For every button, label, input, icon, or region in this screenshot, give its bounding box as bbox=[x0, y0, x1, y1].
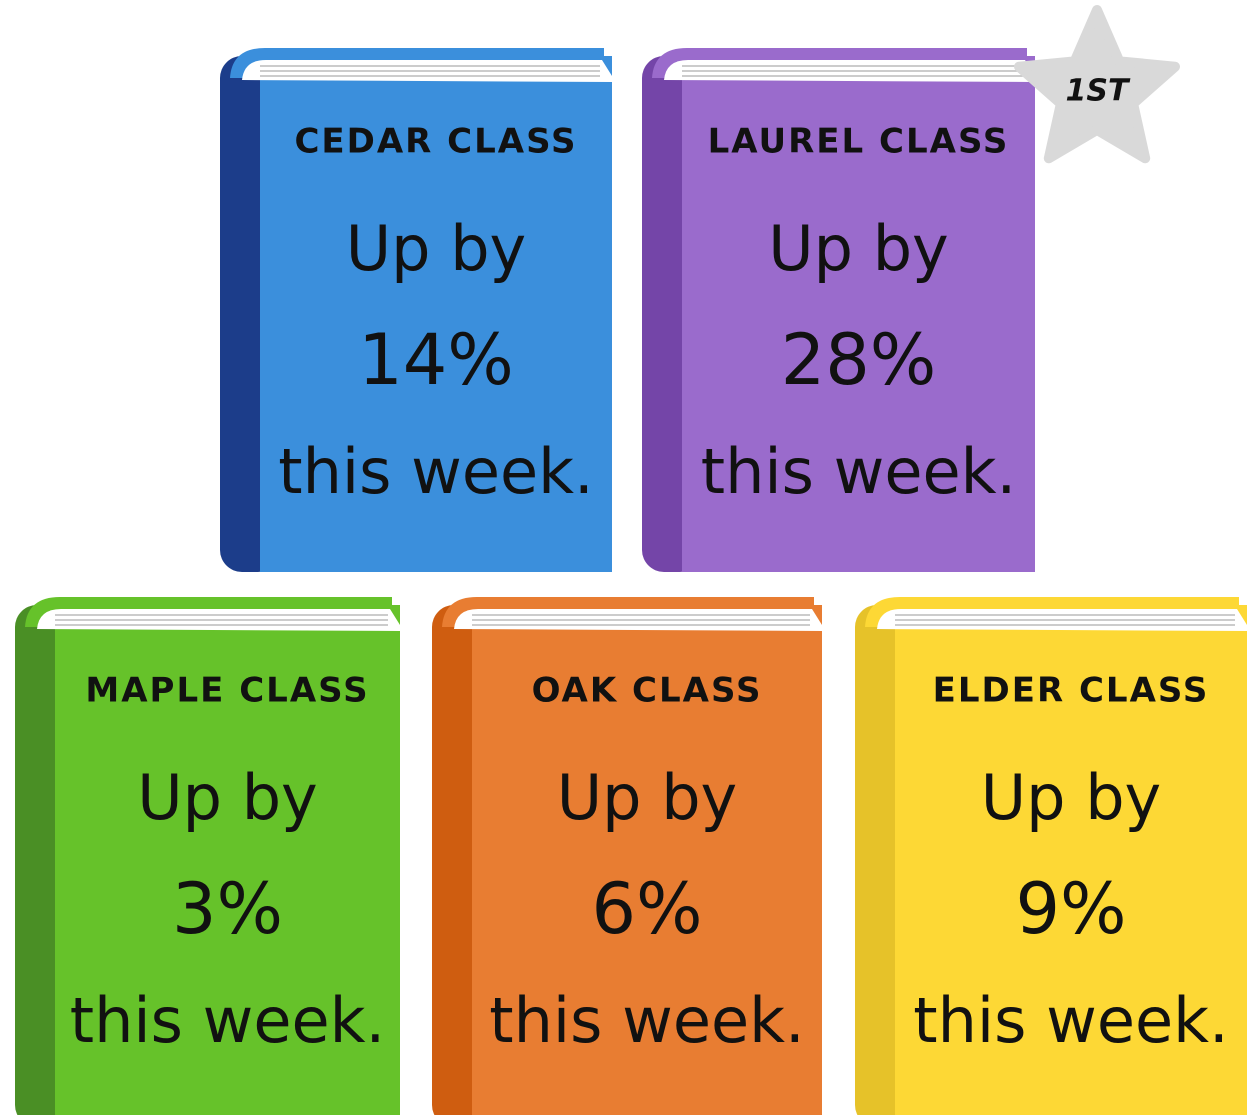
infographic: CEDAR CLASSUp by14%this week.LAUREL CLAS… bbox=[0, 0, 1247, 1115]
line-week: this week. bbox=[913, 984, 1228, 1057]
line-week: this week. bbox=[489, 984, 804, 1057]
line-up: Up by bbox=[768, 212, 949, 285]
class-name: ELDER CLASS bbox=[933, 671, 1210, 711]
change-value: 14% bbox=[358, 319, 514, 401]
change-value: 9% bbox=[1015, 868, 1126, 950]
change-value: 3% bbox=[172, 868, 283, 950]
class-name: OAK CLASS bbox=[532, 671, 763, 711]
change-value: 28% bbox=[781, 319, 937, 401]
change-value: 6% bbox=[591, 868, 702, 950]
line-up: Up by bbox=[981, 761, 1162, 834]
class-name: MAPLE CLASS bbox=[85, 671, 369, 711]
book: ELDER CLASS Up by 9% this week. bbox=[855, 597, 1247, 1115]
line-week: this week. bbox=[278, 435, 593, 508]
line-up: Up by bbox=[137, 761, 318, 834]
badge-text: 1ST bbox=[1066, 74, 1131, 109]
line-week: this week. bbox=[701, 435, 1016, 508]
book: LAUREL CLASS Up by 28% this week. bbox=[642, 48, 1035, 572]
book: OAK CLASS Up by 6% this week. bbox=[432, 597, 822, 1115]
book: CEDAR CLASS Up by 14% this week. bbox=[220, 48, 612, 572]
class-name: LAUREL CLASS bbox=[708, 122, 1010, 162]
class-name: CEDAR CLASS bbox=[294, 122, 577, 162]
line-up: Up by bbox=[557, 761, 738, 834]
book: MAPLE CLASS Up by 3% this week. bbox=[15, 597, 400, 1115]
line-week: this week. bbox=[70, 984, 385, 1057]
line-up: Up by bbox=[346, 212, 527, 285]
